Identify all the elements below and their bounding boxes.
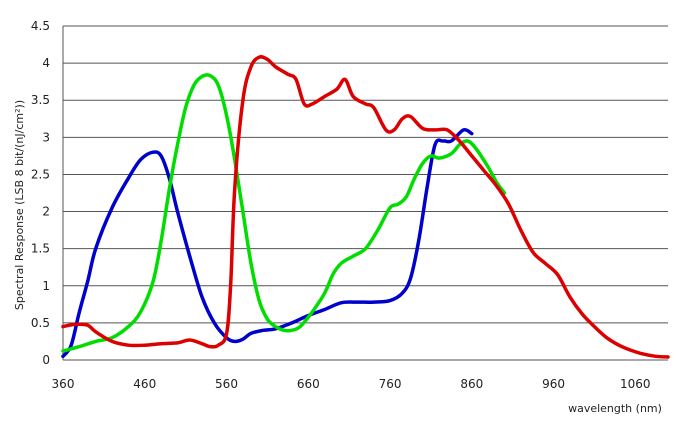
series-line-0 [61,127,474,359]
y-axis-label: Spectral Response (LSB 8 bit/(nJ/cm²)) [13,100,26,310]
y-tick-label: 4 [42,56,50,70]
x-tick-label: 560 [215,377,238,391]
x-tick-label: 860 [460,377,483,391]
y-tick-label: 3 [42,130,50,144]
y-tick-label: 1.5 [31,242,50,256]
y-tick-label: 2 [42,205,50,219]
series-line-1 [61,73,507,353]
y-tick-labels: 0 0.5 1 1.5 2 2.5 3 3.5 4 4.5 [31,19,50,367]
x-tick-label: 360 [52,377,75,391]
y-tick-label: 0 [42,353,50,367]
x-tick-label: 1060 [620,377,651,391]
x-tick-label: 660 [297,377,320,391]
grid-lines [62,25,668,361]
x-axis-label: wavelength (nm) [568,402,662,415]
x-tick-labels: 360 460 560 660 760 860 960 1060 [52,377,651,391]
y-tick-label: 2.5 [31,167,50,181]
y-tick-label: 4.5 [31,19,50,33]
y-tick-label: 0.5 [31,316,50,330]
y-tick-label: 3.5 [31,93,50,107]
y-tick-label: 1 [42,279,50,293]
x-tick-label: 760 [379,377,402,391]
x-tick-label: 460 [133,377,156,391]
series-line-2 [61,55,670,359]
series-lines [61,55,670,359]
x-tick-label: 960 [542,377,565,391]
